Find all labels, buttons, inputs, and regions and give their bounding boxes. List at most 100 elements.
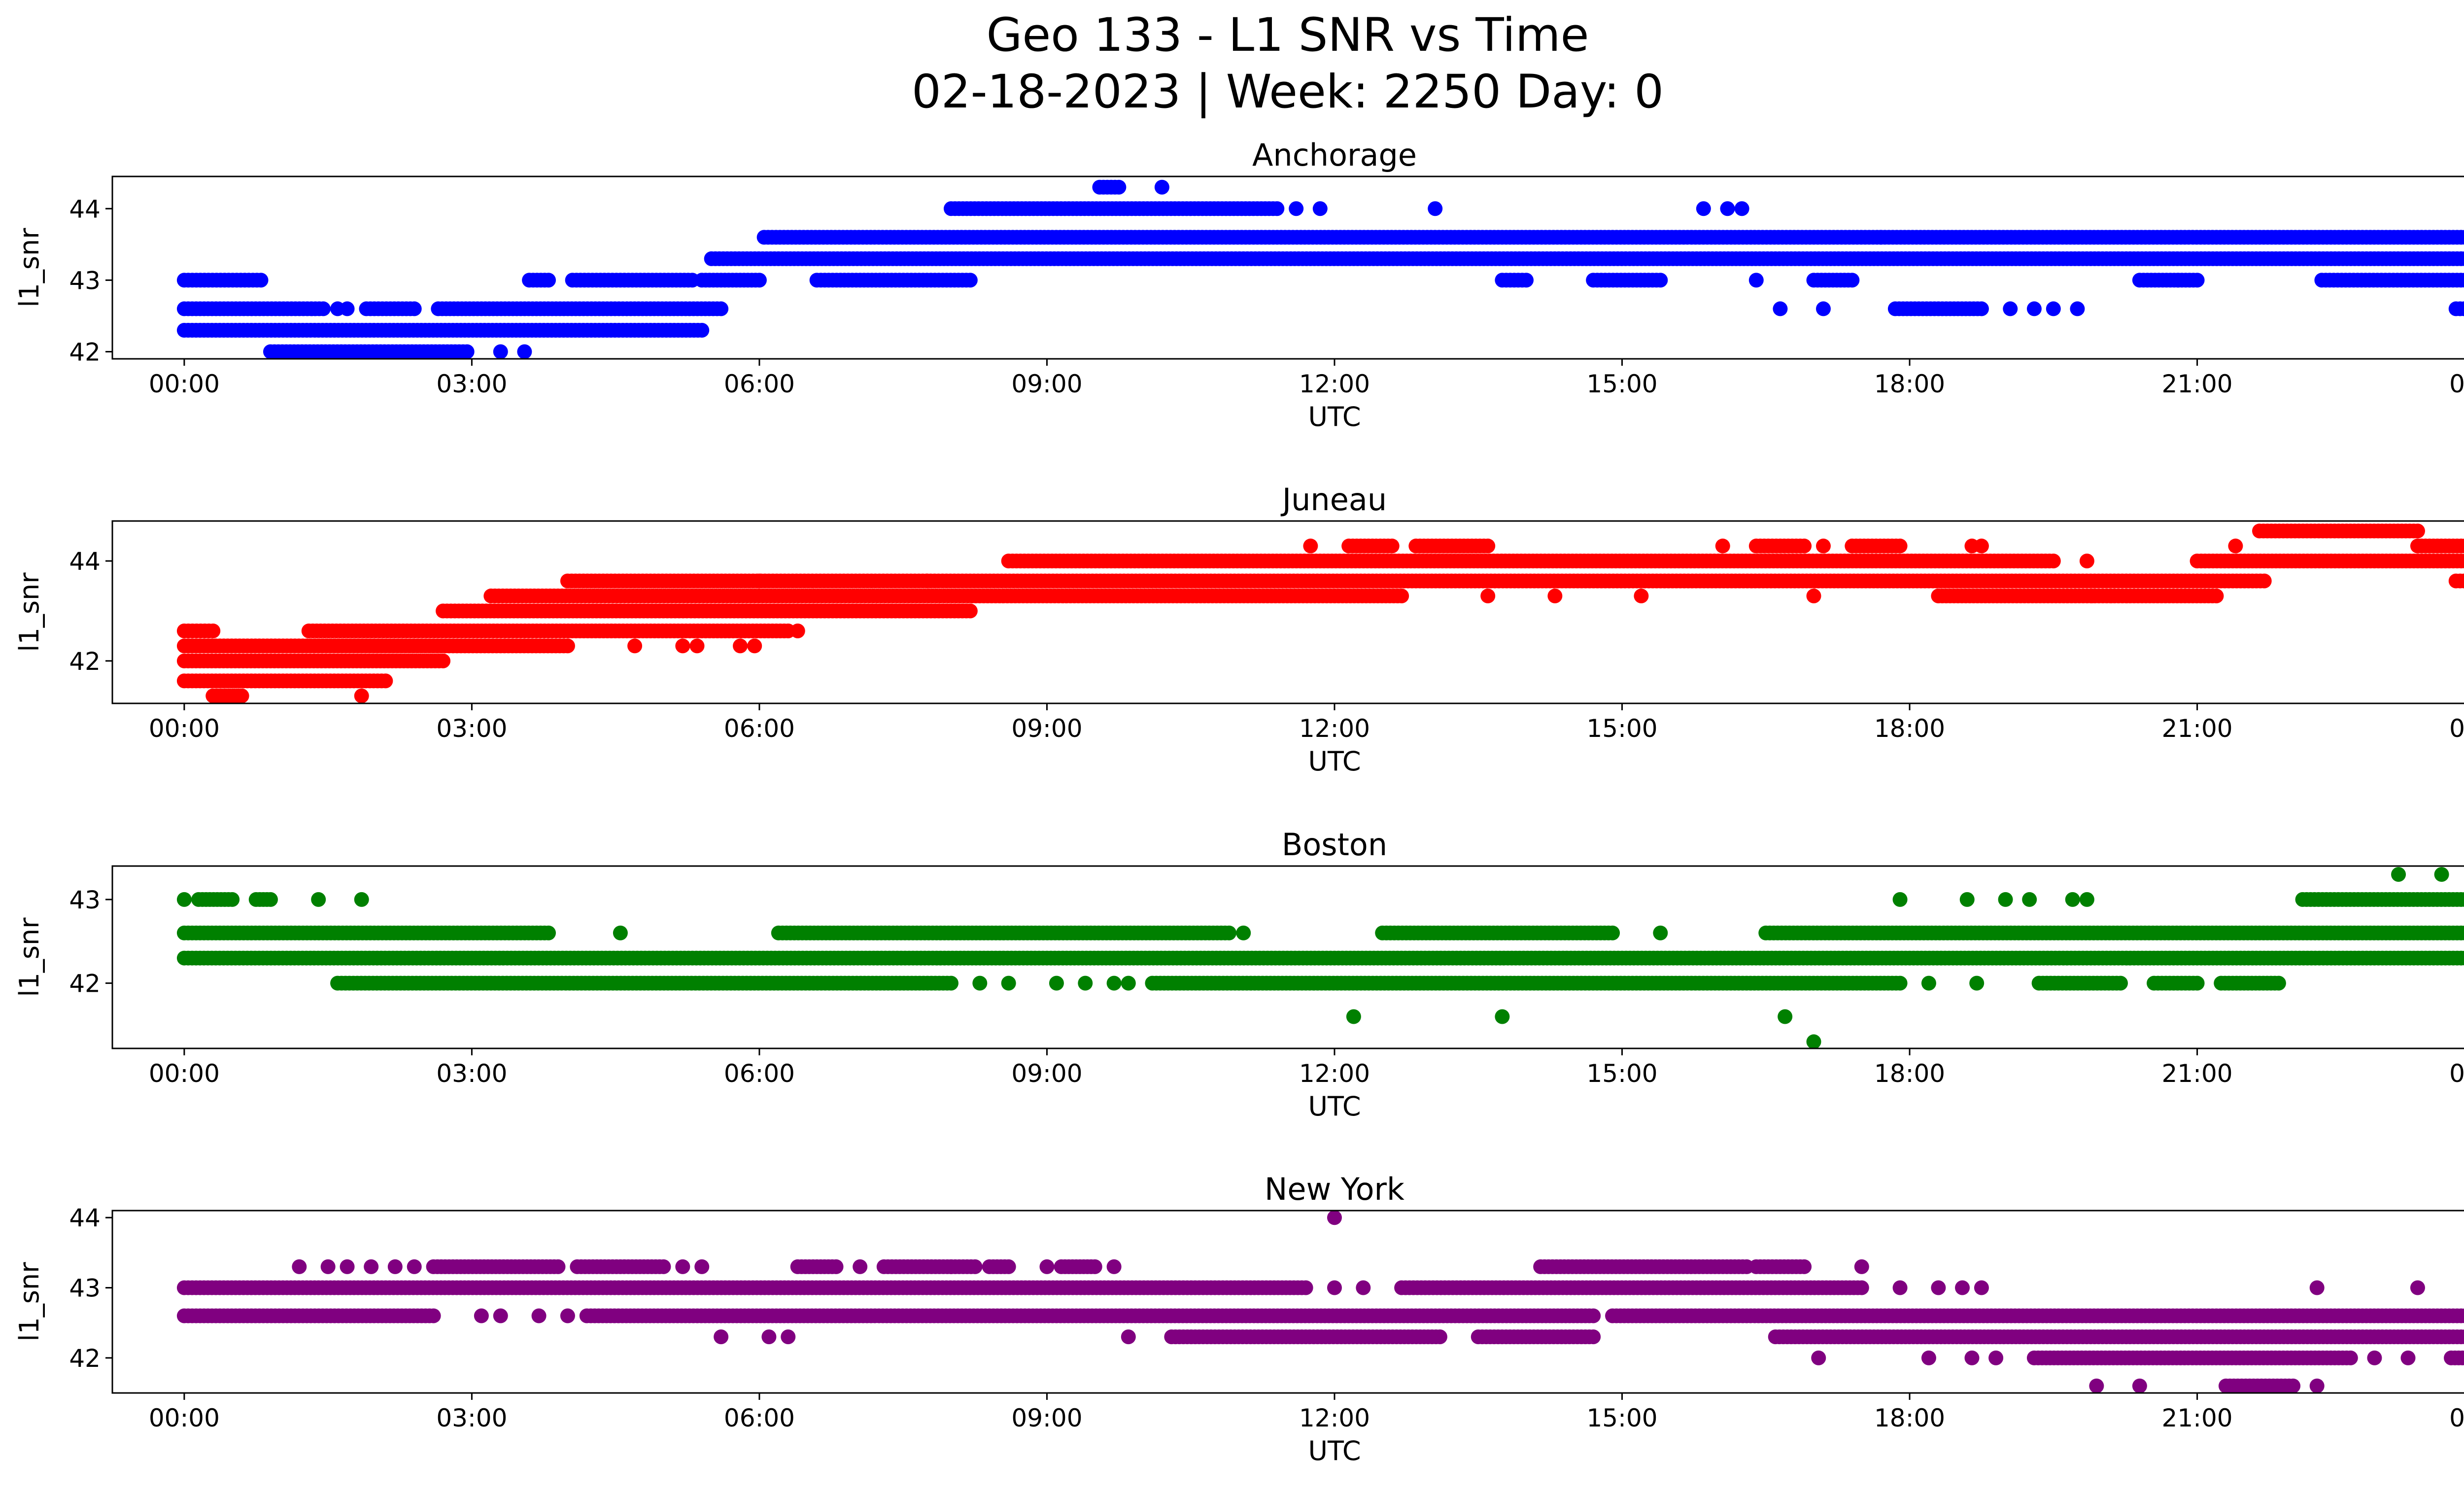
x-tick-label: 00:00: [149, 370, 220, 398]
data-point: [962, 603, 978, 619]
data-point: [2462, 952, 2464, 964]
data-point: [694, 322, 710, 338]
data-point: [2461, 303, 2464, 315]
data-point: [1111, 179, 1127, 195]
data-point: [2271, 975, 2286, 991]
data-point: [2459, 1351, 2464, 1365]
x-tick-label: 00:00: [2449, 1059, 2464, 1088]
data-point: [340, 301, 355, 316]
data-point: [613, 925, 628, 940]
data-point: [315, 301, 331, 316]
data-point: [2046, 554, 2061, 569]
data-point: [1964, 1350, 1980, 1365]
data-point: [2462, 927, 2464, 939]
data-point: [2434, 867, 2449, 882]
x-tick-label: 18:00: [1874, 714, 1945, 743]
data-point: [1773, 301, 1788, 316]
data-point: [2410, 523, 2425, 539]
subplot-title: Juneau: [1280, 482, 1387, 518]
y-tick-label: 43: [69, 886, 101, 914]
data-point: [1734, 201, 1749, 216]
data-point: [1346, 1009, 1361, 1024]
data-point: [1778, 1009, 1793, 1024]
x-tick-label: 03:00: [436, 1059, 507, 1088]
data-point: [311, 892, 326, 907]
x-tick-label: 00:00: [149, 1059, 220, 1088]
x-tick-label: 06:00: [724, 1059, 795, 1088]
data-point: [2257, 573, 2272, 589]
data-point: [2309, 1378, 2325, 1393]
data-point: [1974, 301, 1989, 316]
data-point: [1519, 273, 1534, 288]
data-point: [2458, 251, 2464, 266]
data-point: [1289, 201, 1304, 216]
data-point: [234, 688, 249, 703]
data-point: [2462, 1353, 2464, 1363]
data-point: [1394, 589, 1409, 604]
data-point: [407, 301, 422, 316]
data-point: [1720, 201, 1735, 216]
data-point: [1653, 273, 1668, 288]
x-tick-label: 09:00: [1011, 370, 1082, 398]
data-point: [1106, 975, 1122, 991]
data-point: [2046, 301, 2061, 316]
data-point: [1998, 892, 2013, 907]
y-tick-label: 42: [69, 647, 101, 676]
x-tick-label: 00:00: [2449, 370, 2464, 398]
data-point: [2026, 301, 2042, 316]
data-point: [1959, 892, 1975, 907]
data-point: [2462, 253, 2464, 264]
data-point: [354, 688, 369, 703]
data-point: [1312, 201, 1328, 216]
y-tick-label: 43: [69, 266, 101, 295]
data-point: [1715, 538, 1730, 554]
data-point: [2462, 232, 2464, 243]
y-tick-label: 42: [69, 970, 101, 998]
data-point: [2070, 301, 2085, 316]
data-point: [2190, 273, 2205, 288]
data-point: [2103, 589, 2119, 604]
data-point: [459, 344, 475, 359]
data-point: [2089, 1378, 2104, 1393]
data-point: [1816, 301, 1831, 316]
data-point: [747, 638, 762, 654]
data-point: [2079, 892, 2094, 907]
scatter-series: [176, 867, 2464, 1048]
x-tick-label: 12:00: [1299, 1059, 1370, 1088]
x-tick-label: 09:00: [1011, 714, 1082, 743]
data-point: [2458, 554, 2464, 568]
x-axis-label: UTC: [1308, 746, 1361, 777]
y-tick-label: 44: [69, 195, 101, 223]
data-point: [225, 892, 240, 907]
data-point: [1816, 538, 1831, 554]
data-point: [1495, 1009, 1510, 1024]
data-point: [1001, 975, 1016, 991]
data-point: [752, 273, 767, 288]
data-point: [790, 624, 805, 639]
data-point: [2367, 1350, 2382, 1365]
scatter-series: [176, 1211, 2464, 1393]
x-axis-label: UTC: [1308, 401, 1361, 432]
data-point: [541, 925, 556, 940]
data-point: [943, 975, 958, 991]
x-tick-label: 06:00: [724, 714, 795, 743]
data-point: [1049, 975, 1064, 991]
data-point: [2461, 275, 2464, 286]
data-point: [1892, 538, 1908, 554]
data-point: [2022, 892, 2037, 907]
data-point: [1480, 538, 1496, 554]
y-tick-label: 42: [69, 338, 101, 366]
data-point: [2458, 950, 2464, 966]
data-point: [2170, 273, 2186, 288]
data-point: [1121, 975, 1136, 991]
data-point: [1154, 179, 1169, 195]
x-tick-label: 15:00: [1586, 1059, 1657, 1088]
x-tick-label: 21:00: [2162, 1059, 2233, 1088]
data-point: [1222, 925, 1237, 940]
data-point: [2190, 975, 2205, 991]
x-axis-label: UTC: [1308, 1091, 1361, 1122]
data-point: [1806, 1034, 1821, 1048]
